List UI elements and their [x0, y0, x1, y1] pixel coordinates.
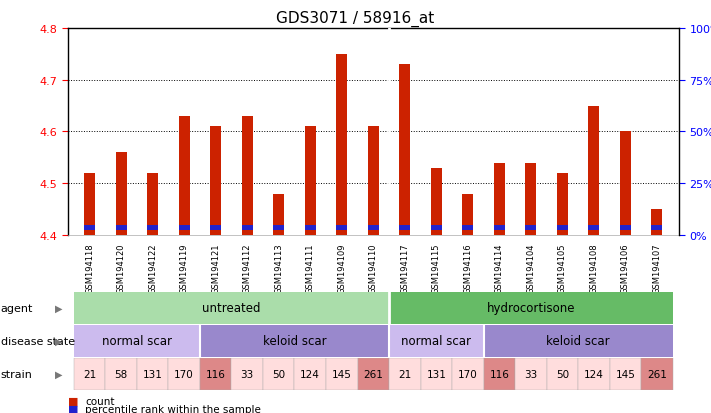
Text: 145: 145 — [616, 369, 636, 379]
Bar — [431, 225, 442, 230]
Text: ▶: ▶ — [55, 303, 63, 313]
Bar — [242, 117, 252, 235]
Bar — [589, 225, 599, 230]
Bar — [641, 358, 673, 390]
Bar — [358, 358, 389, 390]
Bar — [431, 168, 442, 235]
Bar — [557, 225, 568, 230]
Text: 261: 261 — [647, 369, 667, 379]
Bar — [483, 325, 673, 357]
Bar — [305, 127, 316, 235]
Bar — [462, 225, 474, 230]
Text: 124: 124 — [300, 369, 320, 379]
Text: strain: strain — [1, 369, 33, 379]
Text: count: count — [85, 396, 114, 406]
Text: keloid scar: keloid scar — [262, 335, 326, 348]
Bar — [147, 173, 158, 235]
Text: 58: 58 — [114, 369, 128, 379]
Bar — [200, 358, 232, 390]
Bar — [609, 358, 641, 390]
Bar — [169, 358, 200, 390]
Text: 145: 145 — [332, 369, 352, 379]
Text: ▶: ▶ — [55, 336, 63, 346]
Bar — [589, 106, 599, 235]
Bar — [178, 225, 190, 230]
Bar — [389, 358, 420, 390]
Text: 131: 131 — [427, 369, 447, 379]
Bar — [452, 358, 483, 390]
Text: percentile rank within the sample: percentile rank within the sample — [85, 404, 261, 413]
Bar — [137, 358, 169, 390]
Text: 50: 50 — [556, 369, 569, 379]
Text: normal scar: normal scar — [102, 335, 172, 348]
Bar — [74, 358, 105, 390]
Text: 21: 21 — [398, 369, 412, 379]
Bar — [273, 194, 284, 235]
Bar — [368, 225, 379, 230]
Text: 116: 116 — [489, 369, 509, 379]
Bar — [273, 225, 284, 230]
Bar — [210, 127, 221, 235]
Text: 50: 50 — [272, 369, 285, 379]
Bar — [400, 225, 410, 230]
Text: 170: 170 — [458, 369, 478, 379]
Bar — [400, 65, 410, 235]
Text: ▶: ▶ — [55, 369, 63, 379]
Bar — [200, 325, 389, 357]
Bar — [525, 163, 536, 235]
Bar — [294, 358, 326, 390]
Bar — [232, 358, 263, 390]
Bar — [84, 173, 95, 235]
Text: 131: 131 — [143, 369, 163, 379]
Text: untreated: untreated — [202, 301, 261, 315]
Text: disease state: disease state — [1, 336, 75, 346]
Bar — [263, 358, 294, 390]
Text: 116: 116 — [205, 369, 225, 379]
Bar — [494, 163, 505, 235]
Bar — [178, 117, 190, 235]
Bar — [336, 225, 347, 230]
Bar — [420, 358, 452, 390]
Text: agent: agent — [1, 303, 33, 313]
Text: 33: 33 — [240, 369, 254, 379]
Bar — [326, 358, 358, 390]
Bar — [483, 358, 515, 390]
Bar — [620, 132, 631, 235]
Text: normal scar: normal scar — [401, 335, 471, 348]
Bar — [547, 358, 578, 390]
Text: 21: 21 — [83, 369, 96, 379]
Bar — [336, 55, 347, 235]
Bar — [305, 225, 316, 230]
Bar — [389, 325, 483, 357]
Bar — [494, 225, 505, 230]
Bar — [620, 225, 631, 230]
Bar — [105, 358, 137, 390]
Bar — [525, 225, 536, 230]
Text: 261: 261 — [363, 369, 383, 379]
Bar — [147, 225, 158, 230]
Text: 33: 33 — [524, 369, 538, 379]
Bar — [242, 225, 252, 230]
Text: GDS3071 / 58916_at: GDS3071 / 58916_at — [277, 10, 434, 26]
Bar — [74, 325, 200, 357]
Text: ■: ■ — [68, 396, 78, 406]
Text: 170: 170 — [174, 369, 194, 379]
Bar — [578, 358, 609, 390]
Bar — [116, 153, 127, 235]
Bar — [651, 225, 663, 230]
Bar — [462, 194, 474, 235]
Bar — [515, 358, 547, 390]
Bar — [389, 292, 673, 324]
Bar — [368, 127, 379, 235]
Text: 124: 124 — [584, 369, 604, 379]
Text: hydrocortisone: hydrocortisone — [486, 301, 575, 315]
Bar — [84, 225, 95, 230]
Text: ■: ■ — [68, 404, 78, 413]
Bar — [557, 173, 568, 235]
Bar — [74, 292, 389, 324]
Bar — [210, 225, 221, 230]
Bar — [116, 225, 127, 230]
Text: keloid scar: keloid scar — [546, 335, 610, 348]
Bar — [651, 210, 663, 235]
